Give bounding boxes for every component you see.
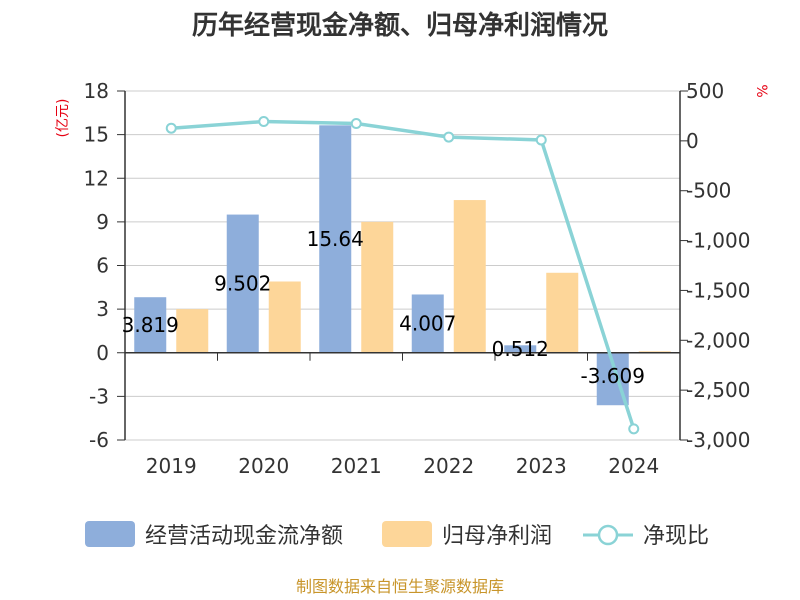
- x-tick-label: 2019: [146, 454, 197, 478]
- legend-item-net-profit[interactable]: 归母净利润: [382, 521, 552, 549]
- cash-flow-data-label: 9.502: [214, 272, 271, 296]
- net-profit-bar: [361, 221, 394, 353]
- cash-flow-bar: [504, 345, 537, 353]
- y-left-tick-label: 9: [96, 210, 109, 234]
- y-right-tick-label: -2,000: [686, 328, 750, 352]
- cash-flow-data-label: 4.007: [399, 312, 456, 336]
- cash-flow-data-label: -3.609: [581, 364, 645, 388]
- x-tick-label: 2020: [238, 454, 289, 478]
- legend-marker-ratio: [597, 524, 619, 546]
- x-tick-label: 2024: [608, 454, 659, 478]
- y-right-tick-label: -500: [686, 179, 731, 203]
- legend-label-net-profit: 归母净利润: [442, 524, 552, 549]
- cash-flow-bar: [411, 294, 444, 353]
- y-left-tick-label: 18: [84, 79, 109, 103]
- y-left-ticks: -6 -3 0 3 6 9 12 15 18: [84, 79, 125, 452]
- y-left-tick-label: 12: [84, 166, 109, 190]
- y-right-tick-label: -1,500: [686, 278, 750, 302]
- chart-title: 历年经营现金净额、归母净利润情况: [192, 10, 608, 41]
- y-right-tick-label: 500: [686, 79, 724, 103]
- cash-flow-data-label: 3.819: [122, 313, 179, 337]
- source-note: 制图数据来自恒生聚源数据库: [296, 577, 504, 596]
- bars: [134, 125, 671, 406]
- y-left-tick-label: 0: [96, 341, 109, 365]
- legend-swatch-cash-flow: [85, 521, 135, 547]
- y-right-tick-label: -1,000: [686, 229, 750, 253]
- y-left-tick-label: 3: [96, 297, 109, 321]
- y-left-tick-label: 6: [96, 254, 109, 278]
- y-right-tick-label: 0: [686, 129, 699, 153]
- legend: 经营活动现金流净额 归母净利润 净现比: [85, 521, 709, 549]
- y-left-tick-label: -6: [89, 428, 109, 452]
- ratio-point: [628, 423, 640, 435]
- ratio-point: [350, 118, 362, 130]
- cash-flow-data-label: 0.512: [492, 337, 549, 361]
- ratio-point: [443, 131, 455, 143]
- ratio-polyline: [171, 119, 636, 430]
- legend-swatch-net-profit: [382, 521, 432, 547]
- y-right-unit: %: [753, 84, 769, 97]
- net-profit-bar: [268, 281, 301, 353]
- cash-flow-bar: [134, 297, 167, 353]
- y-left-unit: (亿元): [55, 99, 71, 138]
- cash-flow-bar: [226, 214, 259, 353]
- net-profit-bar: [176, 309, 209, 353]
- legend-item-ratio[interactable]: 净现比: [583, 524, 709, 549]
- x-tick-label: 2021: [331, 454, 382, 478]
- y-right-tick-label: -2,500: [686, 378, 750, 402]
- legend-label-ratio: 净现比: [643, 524, 709, 549]
- cash-flow-data-label: 15.64: [307, 227, 364, 251]
- ratio-point: [258, 116, 270, 128]
- y-right-ticks: -3,000 -2,500 -2,000 -1,500 -1,000 -500 0 500: [680, 79, 750, 452]
- net-profit-bar: [453, 200, 486, 353]
- legend-label-cash-flow: 经营活动现金流净额: [145, 524, 343, 549]
- cash-flow-bar: [319, 125, 352, 353]
- y-left-tick-label: -3: [89, 384, 109, 408]
- x-tick-label: 2022: [423, 454, 474, 478]
- ratio-point: [165, 122, 177, 134]
- ratio-point: [535, 134, 547, 146]
- x-tick-label: 2023: [516, 454, 567, 478]
- y-left-tick-label: 15: [84, 123, 109, 147]
- ratio-line: [165, 116, 640, 435]
- data-labels: 3.819 9.502 15.64 4.007 0.512 -3.609: [122, 227, 645, 388]
- legend-item-cash-flow[interactable]: 经营活动现金流净额: [85, 521, 343, 549]
- net-profit-bar: [546, 272, 579, 353]
- y-right-tick-label: -3,000: [686, 428, 750, 452]
- x-ticks: 2019 2020 2021 2022 2023 2024: [146, 352, 659, 478]
